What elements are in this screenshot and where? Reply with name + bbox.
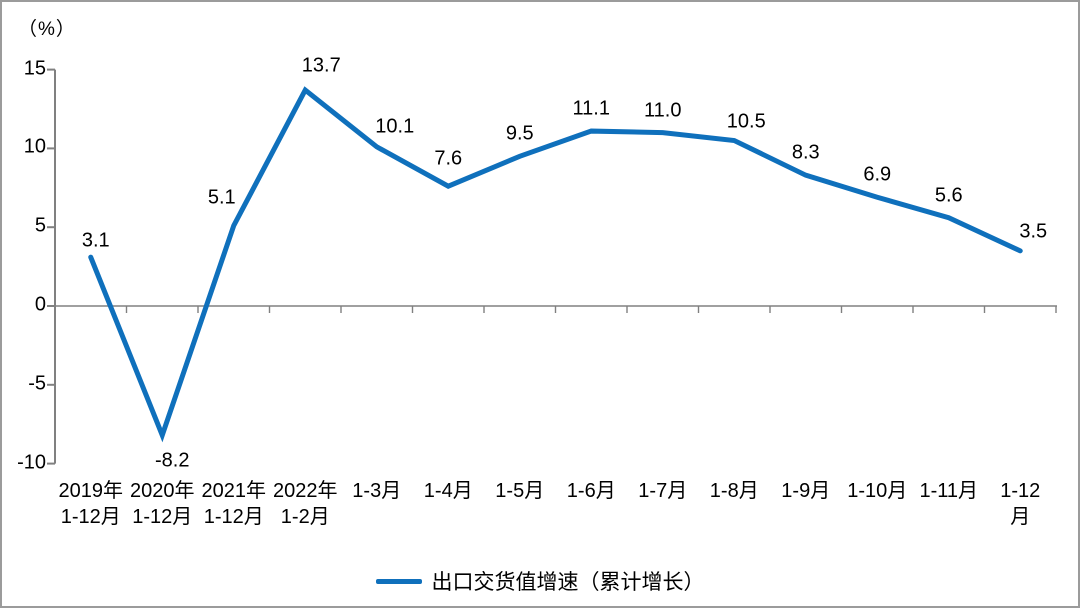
- x-axis-label: 1-11月: [919, 480, 979, 502]
- data-label: 5.6: [934, 184, 963, 207]
- x-axis-label: 1-4月: [423, 480, 473, 502]
- y-axis-tick-label: -5: [28, 372, 46, 395]
- series-line: [88, 86, 1023, 443]
- x-axis-label: 2019年 1-12月: [58, 480, 124, 528]
- data-label: 6.9: [863, 163, 892, 186]
- data-label: 11.0: [644, 99, 682, 122]
- x-axis-label: 1-10月: [847, 480, 908, 502]
- data-label: 10.1: [375, 115, 415, 138]
- x-axis-label: 1-7月: [638, 480, 688, 502]
- data-label: 9.5: [505, 122, 534, 145]
- data-label: 11.1: [572, 97, 610, 120]
- y-axis-tick-label: -10: [17, 451, 46, 474]
- legend: 出口交货值增速（累计增长）: [2, 566, 1078, 596]
- x-axis-label: 1-9月: [781, 480, 831, 502]
- y-axis-tick-label: 5: [34, 214, 46, 237]
- legend-label: 出口交货值增速（累计增长）: [431, 571, 705, 594]
- data-label: 7.6: [434, 147, 463, 170]
- data-label: 10.5: [726, 110, 766, 133]
- x-axis-label: 2021年 1-12月: [201, 480, 267, 528]
- x-axis-label: 1-3月: [352, 480, 402, 502]
- x-axis-label: 1-8月: [709, 480, 759, 502]
- data-label: 3.5: [1019, 220, 1048, 243]
- x-axis-label: 2020年 1-12月: [130, 480, 195, 528]
- y-axis-unit-label: （%）: [18, 19, 76, 40]
- x-axis-label: 1-12月: [1000, 480, 1041, 528]
- data-label: 8.3: [791, 141, 820, 164]
- data-label: 3.1: [81, 229, 110, 252]
- data-label: -8.2: [155, 449, 190, 472]
- y-axis-tick-label: 0: [34, 293, 46, 316]
- y-axis-tick-label: 10: [23, 135, 46, 158]
- legend-line-swatch: [375, 578, 422, 584]
- y-axis-tick-label: 15: [23, 57, 46, 80]
- x-axis-label: 1-6月: [566, 480, 616, 502]
- data-label: 5.1: [207, 186, 236, 209]
- x-axis-label: 2022年 1-2月: [273, 480, 338, 528]
- x-axis-label: 1-5月: [495, 480, 545, 502]
- data-label: 13.7: [301, 54, 341, 77]
